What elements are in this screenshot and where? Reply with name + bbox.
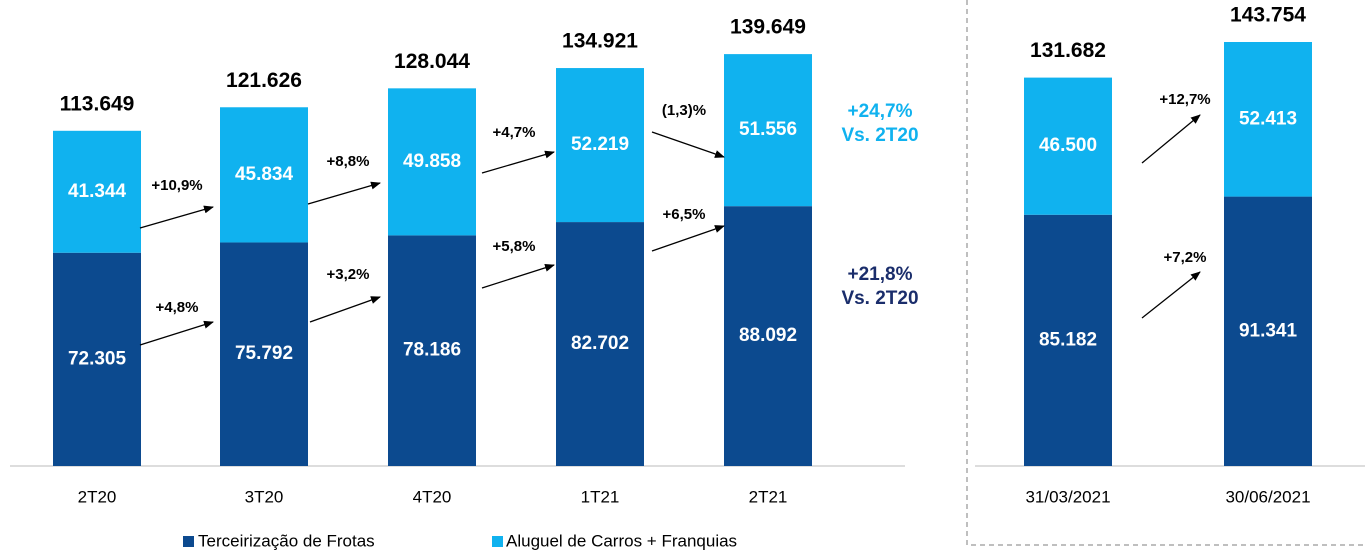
x-tick-label: 1T21 <box>581 487 620 506</box>
growth-label: +7,2% <box>1164 249 1207 266</box>
value-label: 45.834 <box>235 164 294 185</box>
legend-label: Aluguel de Carros + Franquias <box>506 531 737 550</box>
growth-label: +4,8% <box>156 299 199 316</box>
bar-segment <box>388 88 476 236</box>
growth-label: +10,9% <box>151 177 202 194</box>
total-label: 139.649 <box>730 16 806 39</box>
growth-label: +8,8% <box>327 153 370 170</box>
growth-label: +4,7% <box>493 124 536 141</box>
bar-segment <box>1024 214 1112 466</box>
bar-segment <box>724 206 812 466</box>
bar-segment <box>724 54 812 207</box>
total-label: 143.754 <box>1230 4 1306 27</box>
growth-label: +3,2% <box>327 266 370 283</box>
legend-label: Terceirização de Frotas <box>198 531 375 550</box>
bar-segment <box>1224 42 1312 197</box>
bar-segment <box>556 222 644 466</box>
growth-arrow <box>139 320 214 346</box>
total-label: 131.682 <box>1030 39 1106 62</box>
growth-label: (1,3)% <box>662 102 706 119</box>
side-note: Vs. 2T20 <box>841 125 918 146</box>
growth-arrow <box>1141 114 1201 164</box>
value-label: 75.792 <box>235 343 293 364</box>
growth-arrow <box>139 205 214 229</box>
value-label: 46.500 <box>1039 135 1097 156</box>
value-label: 72.305 <box>68 348 127 369</box>
x-tick-label: 4T20 <box>413 487 452 506</box>
growth-arrow <box>1141 271 1201 319</box>
total-label: 134.921 <box>562 30 638 53</box>
bar-segment <box>388 235 476 466</box>
bar-segment <box>1024 77 1112 215</box>
bar-segment <box>556 68 644 223</box>
value-label: 52.413 <box>1239 108 1297 129</box>
total-label: 121.626 <box>226 69 302 92</box>
x-tick-label: 30/06/2021 <box>1225 487 1310 506</box>
legend-swatch <box>183 536 194 547</box>
bar-segment <box>220 107 308 243</box>
total-label: 113.649 <box>60 92 135 115</box>
growth-arrow <box>307 181 381 205</box>
value-label: 88.092 <box>739 325 797 346</box>
value-label: 49.858 <box>403 151 461 172</box>
value-label: 52.219 <box>571 134 629 155</box>
value-label: 85.182 <box>1039 329 1097 350</box>
growth-label: +12,7% <box>1159 91 1210 108</box>
x-tick-label: 31/03/2021 <box>1025 487 1110 506</box>
side-note: +24,7% <box>848 101 913 122</box>
bar-segment <box>53 252 141 466</box>
value-label: 82.702 <box>571 333 629 354</box>
growth-arrow <box>481 263 555 289</box>
legend-swatch <box>492 536 503 547</box>
bar-segment <box>1224 196 1312 467</box>
growth-arrow <box>309 296 381 323</box>
x-tick-label: 3T20 <box>245 487 284 506</box>
panel-border <box>966 0 1365 546</box>
value-label: 51.556 <box>739 119 797 140</box>
growth-arrow <box>481 150 555 174</box>
bar-segment <box>220 242 308 466</box>
growth-label: +5,8% <box>493 238 536 255</box>
value-label: 78.186 <box>403 340 461 361</box>
x-tick-label: 2T21 <box>749 487 788 506</box>
value-label: 91.341 <box>1239 320 1298 341</box>
growth-label: +6,5% <box>663 206 706 223</box>
bar-segment <box>53 130 141 253</box>
side-note: Vs. 2T20 <box>841 288 918 309</box>
growth-arrow <box>651 131 725 158</box>
growth-arrow <box>651 225 725 252</box>
total-label: 128.044 <box>394 50 470 73</box>
value-label: 41.344 <box>68 181 127 202</box>
side-note: +21,8% <box>848 264 913 285</box>
x-tick-label: 2T20 <box>78 487 117 506</box>
